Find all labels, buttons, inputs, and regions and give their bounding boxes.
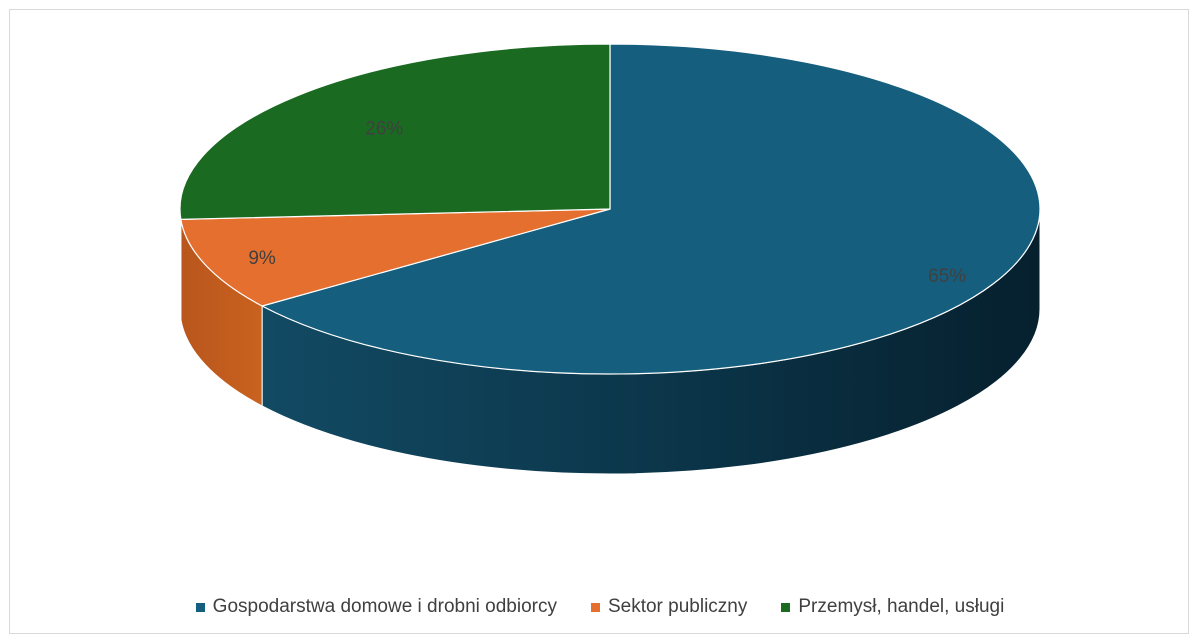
pie-slice-gospodarstwa: [261, 43, 1041, 375]
pie-slice-sektor-publiczny: [180, 208, 611, 307]
legend-item-gospodarstwa: Gospodarstwa domowe i drobni odbiorcy: [195, 596, 557, 618]
legend-swatch-sektor-publiczny: [590, 602, 600, 612]
data-label-gospodarstwa: 65%: [928, 266, 966, 287]
legend-label-gospodarstwa: Gospodarstwa domowe i drobni odbiorcy: [212, 596, 557, 617]
legend-label-sektor-publiczny: Sektor publiczny: [607, 596, 748, 617]
legend-swatch-przemysl: [781, 602, 791, 612]
pie-side-przemysl: [179, 208, 182, 320]
pie-slice-przemysl: [179, 43, 611, 220]
legend-item-sektor-publiczny: Sektor publiczny: [590, 596, 748, 618]
legend-label-przemysl: Przemysł, handel, usługi: [798, 596, 1005, 617]
legend-swatch-gospodarstwa: [195, 602, 205, 612]
legend: Gospodarstwa domowe i drobni odbiorcy Se…: [0, 596, 1200, 618]
data-label-sektor-publiczny: 9%: [248, 248, 276, 269]
data-label-przemysl: 26%: [365, 119, 403, 140]
legend-item-przemysl: Przemysł, handel, usługi: [781, 596, 1004, 618]
